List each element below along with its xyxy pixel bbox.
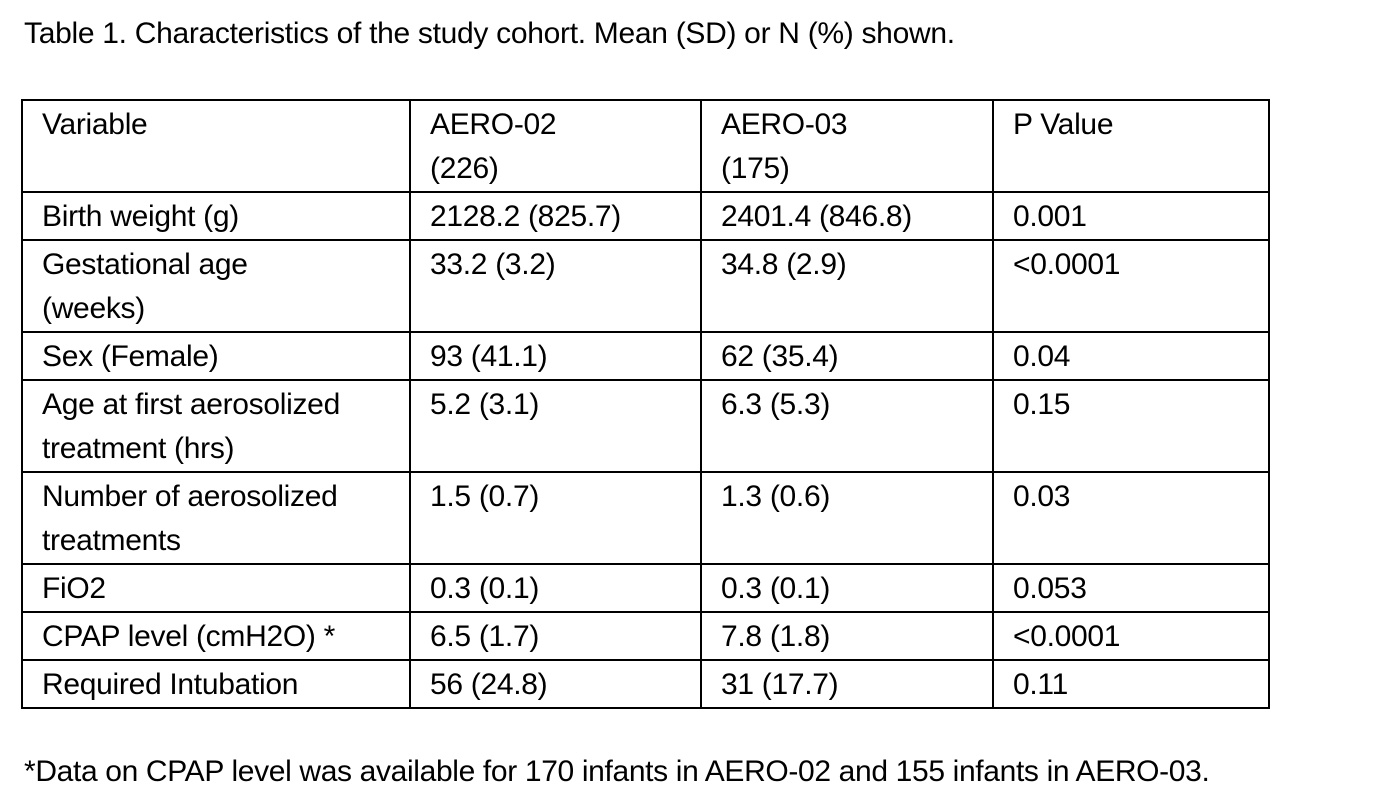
- variable-label-line: Gestational age: [42, 248, 248, 281]
- cell-variable: Required Intubation: [21, 659, 411, 709]
- cell-variable: CPAP level (cmH2O) *: [21, 611, 411, 661]
- cell-aero03: 31 (17.7): [700, 659, 994, 709]
- cell-p-value: 0.11: [992, 659, 1270, 709]
- variable-label-line: FiO2: [42, 572, 106, 605]
- cell-p-value: 0.001: [992, 191, 1270, 241]
- table-row: Required Intubation 56 (24.8) 31 (17.7) 0.1…: [21, 659, 1270, 709]
- cell-aero03: 62 (35.4): [700, 331, 994, 381]
- cell-aero02: 2128.2 (825.7): [409, 191, 702, 241]
- cell-variable: FiO2: [21, 563, 411, 613]
- header-aero02-name: AERO-02: [430, 108, 557, 141]
- table-row: FiO2 0.3 (0.1) 0.3 (0.1) 0.053: [21, 563, 1270, 613]
- table-footnote: *Data on CPAP level was available for 17…: [24, 755, 1210, 788]
- cell-p-value: 0.04: [992, 331, 1270, 381]
- cell-variable: Number of aerosolized treatments: [21, 471, 411, 565]
- cell-variable: Sex (Female): [21, 331, 411, 381]
- variable-label-line: (weeks): [42, 292, 145, 325]
- variable-label-line: Sex (Female): [42, 340, 219, 373]
- cell-variable: Gestational age (weeks): [21, 239, 411, 333]
- variable-label-line: Required Intubation: [42, 668, 299, 701]
- cell-aero02: 6.5 (1.7): [409, 611, 702, 661]
- variable-label-line: Age at first aerosolized: [42, 388, 340, 421]
- cell-p-value: <0.0001: [992, 239, 1270, 333]
- cell-aero03: 1.3 (0.6): [700, 471, 994, 565]
- header-aero03-n: (175): [721, 152, 790, 185]
- table-header-row: Variable AERO-02 (226) AERO-03 (175) P V…: [21, 99, 1270, 193]
- variable-label-line: CPAP level (cmH2O) *: [42, 620, 335, 653]
- variable-label-line: Birth weight (g): [42, 200, 239, 233]
- table-row: CPAP level (cmH2O) * 6.5 (1.7) 7.8 (1.8) <0…: [21, 611, 1270, 661]
- cell-aero02: 93 (41.1): [409, 331, 702, 381]
- cell-aero03: 6.3 (5.3): [700, 379, 994, 473]
- cell-aero03: 7.8 (1.8): [700, 611, 994, 661]
- cell-p-value: 0.053: [992, 563, 1270, 613]
- header-aero03: AERO-03 (175): [700, 99, 994, 193]
- header-aero02: AERO-02 (226): [409, 99, 702, 193]
- table-row: Sex (Female) 93 (41.1) 62 (35.4) 0.04: [21, 331, 1270, 381]
- cell-p-value: 0.03: [992, 471, 1270, 565]
- header-aero02-n: (226): [430, 152, 499, 185]
- variable-label-line: Number of aerosolized: [42, 480, 338, 513]
- header-p-value: P Value: [992, 99, 1270, 193]
- table-row: Number of aerosolized treatments 1.5 (0.7)…: [21, 471, 1270, 565]
- cell-variable: Age at first aerosolized treatment (hrs): [21, 379, 411, 473]
- cell-aero02: 33.2 (3.2): [409, 239, 702, 333]
- header-variable: Variable: [21, 99, 411, 193]
- cohort-characteristics-table: Variable AERO-02 (226) AERO-03 (175) P V…: [21, 99, 1270, 709]
- cell-p-value: <0.0001: [992, 611, 1270, 661]
- cell-aero03: 2401.4 (846.8): [700, 191, 994, 241]
- table-row: Birth weight (g) 2128.2 (825.7) 2401.4 (84…: [21, 191, 1270, 241]
- table-row: Gestational age (weeks) 33.2 (3.2) 34.8 (2.…: [21, 239, 1270, 333]
- variable-label-line: treatments: [42, 524, 181, 557]
- table-row: Age at first aerosolized treatment (hrs) 5…: [21, 379, 1270, 473]
- variable-label-line: treatment (hrs): [42, 432, 235, 465]
- cell-aero03: 0.3 (0.1): [700, 563, 994, 613]
- cell-variable: Birth weight (g): [21, 191, 411, 241]
- header-aero03-name: AERO-03: [721, 108, 848, 141]
- cell-aero02: 5.2 (3.1): [409, 379, 702, 473]
- table-caption: Table 1. Characteristics of the study co…: [24, 17, 955, 50]
- cell-aero02: 0.3 (0.1): [409, 563, 702, 613]
- cell-aero02: 1.5 (0.7): [409, 471, 702, 565]
- cell-aero02: 56 (24.8): [409, 659, 702, 709]
- cell-aero03: 34.8 (2.9): [700, 239, 994, 333]
- cell-p-value: 0.15: [992, 379, 1270, 473]
